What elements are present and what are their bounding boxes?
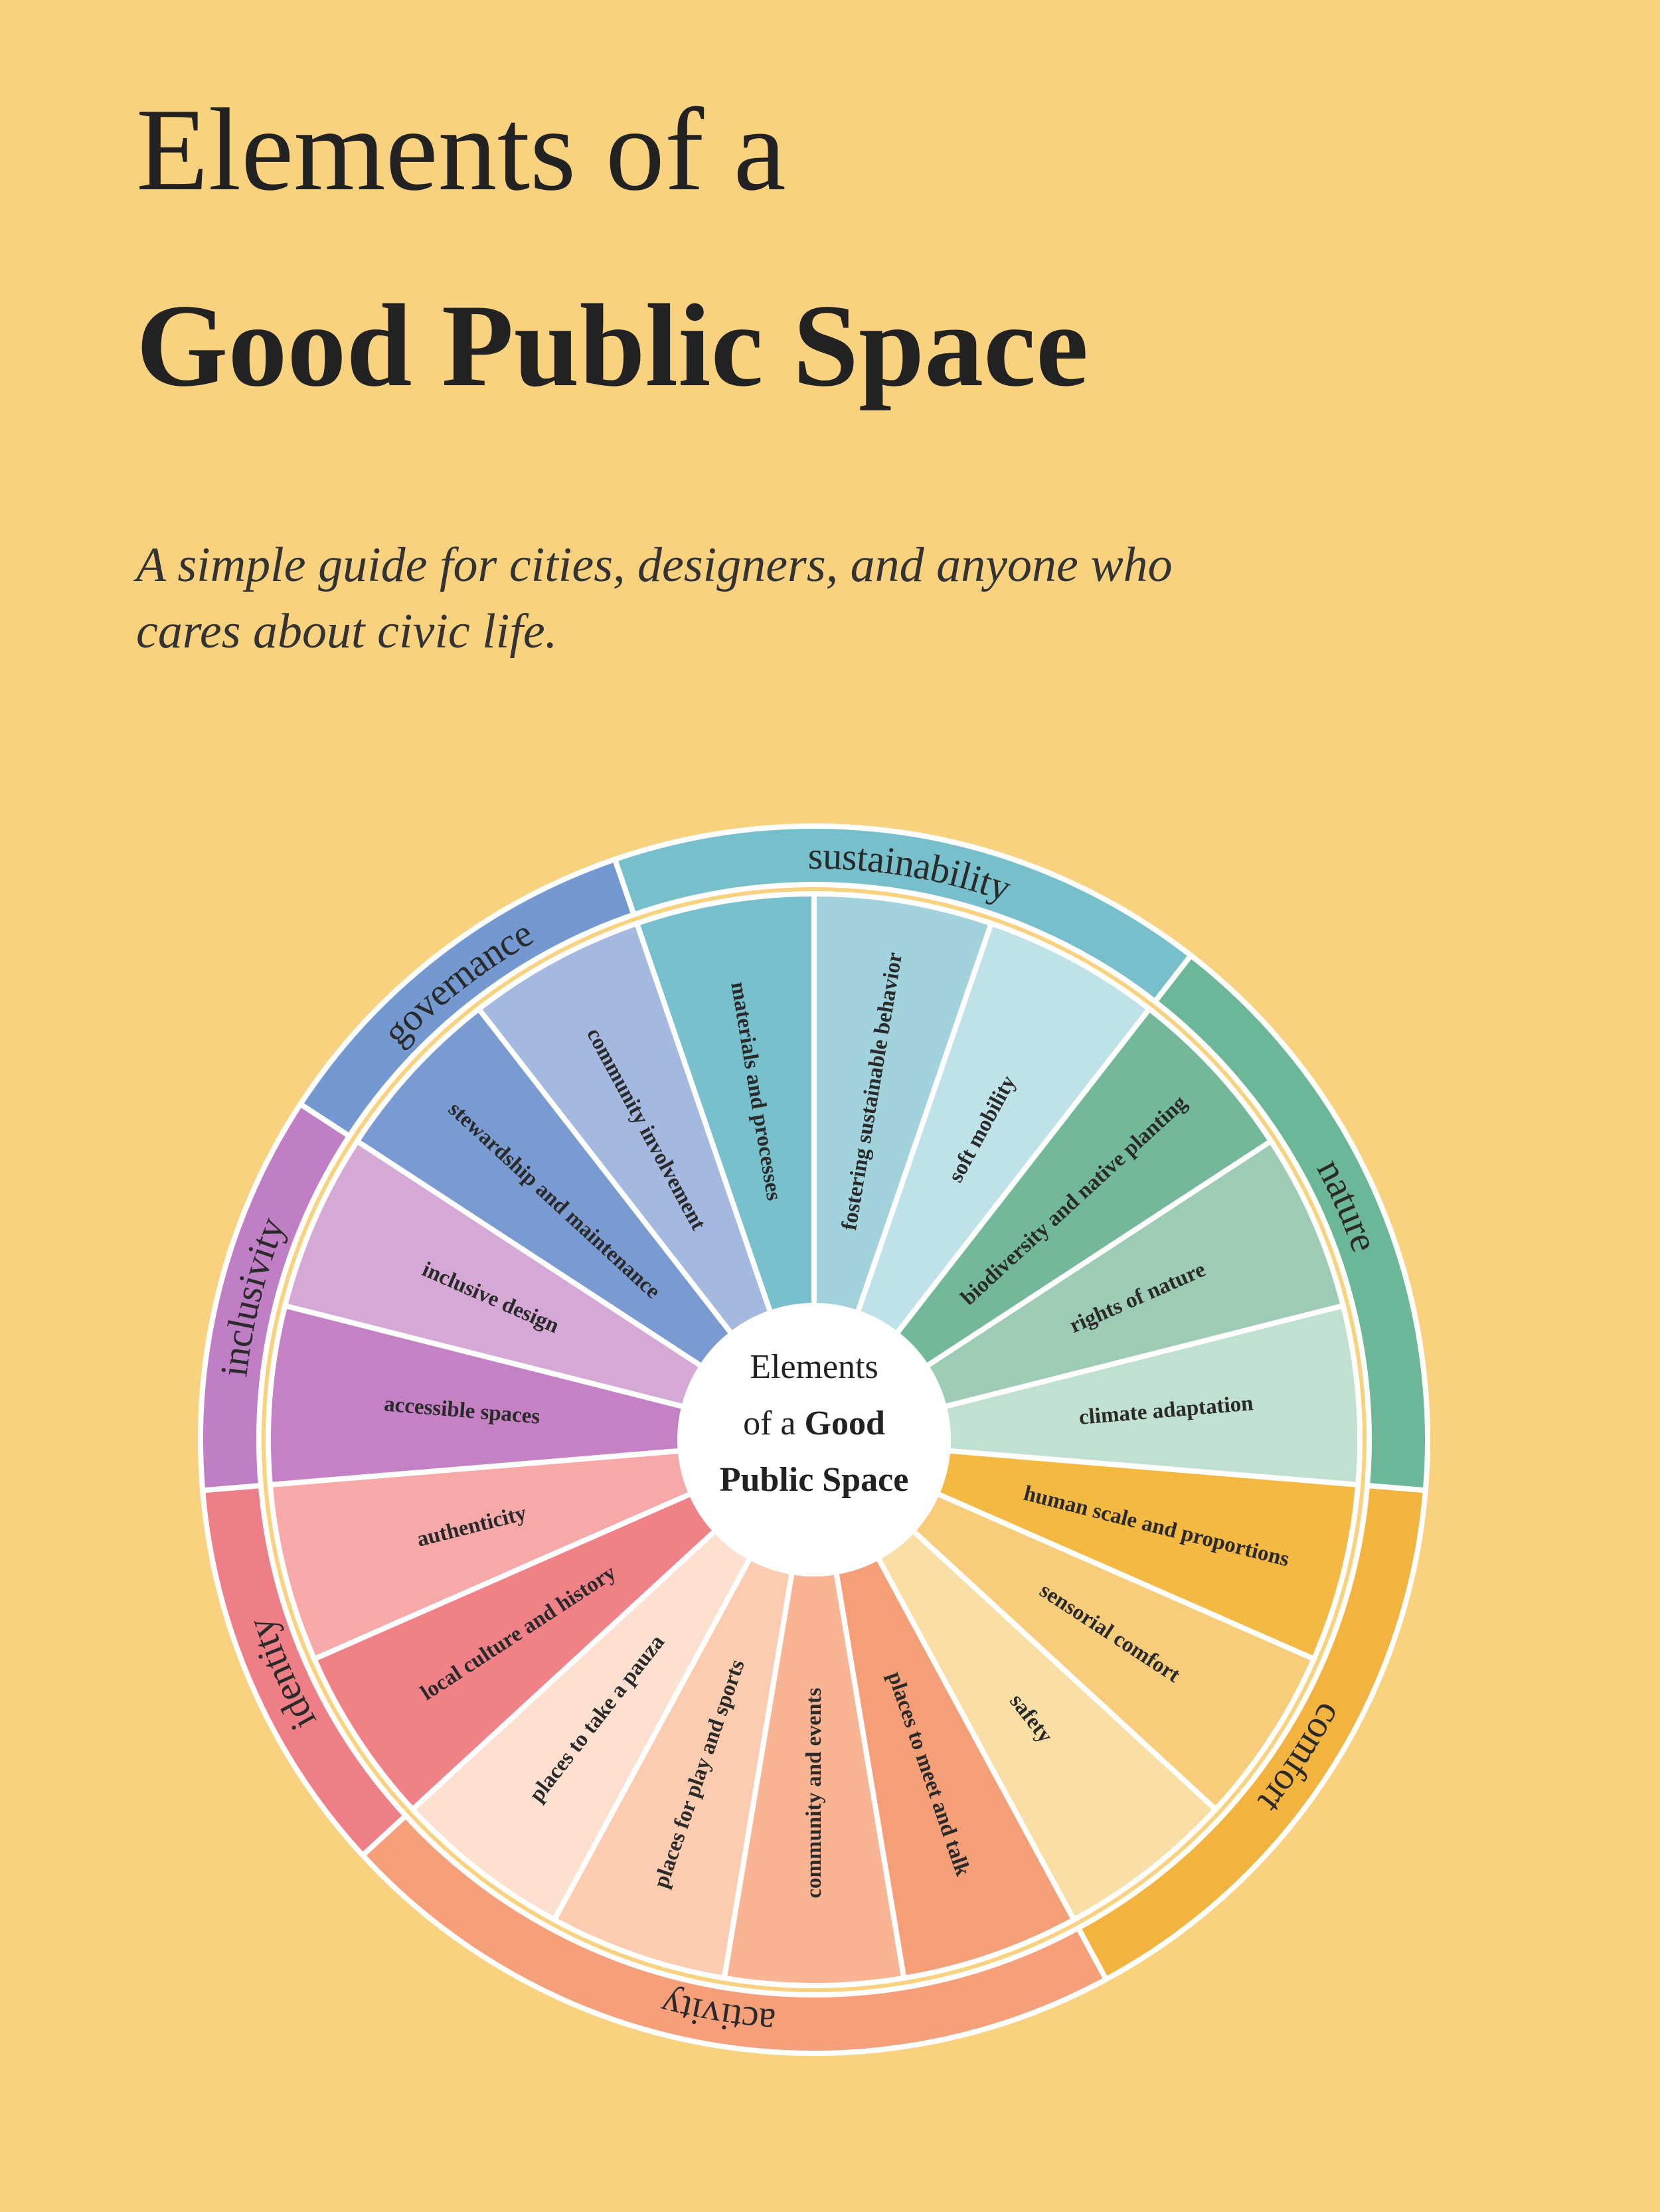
element-wedge (854, 920, 1153, 1338)
element-wedge (282, 1137, 706, 1410)
element-wedge (922, 1137, 1347, 1410)
element-wedge (908, 1489, 1318, 1814)
hub-line2: of a Good (743, 1404, 885, 1442)
element-wedge (811, 891, 995, 1317)
hub-line1: Elements (750, 1348, 878, 1386)
title-line1: Elements of a (136, 84, 786, 215)
hub (680, 1306, 948, 1574)
hub-of-a: of a (743, 1404, 795, 1442)
subtitle-line1: A simple guide for cities, designers, an… (133, 538, 1173, 592)
element-wedge (267, 1448, 695, 1663)
element-wedge (892, 1005, 1275, 1371)
element-wedge (874, 1527, 1220, 1924)
hub-line3: Public Space (720, 1461, 909, 1499)
hub-good: Good (805, 1404, 885, 1442)
element-wedge (310, 1489, 720, 1814)
element-wedge (633, 891, 817, 1317)
element-wedge (933, 1448, 1361, 1663)
element-label: community and events (802, 1687, 826, 1898)
subtitle-line2: cares about civic life. (136, 604, 557, 659)
element-wedge (353, 1005, 736, 1371)
title-line2: Good Public Space (136, 280, 1088, 411)
element-wedge (266, 1302, 688, 1488)
element-wedge (475, 920, 774, 1338)
element-wedge (940, 1302, 1363, 1488)
ring-segment (296, 855, 637, 1140)
